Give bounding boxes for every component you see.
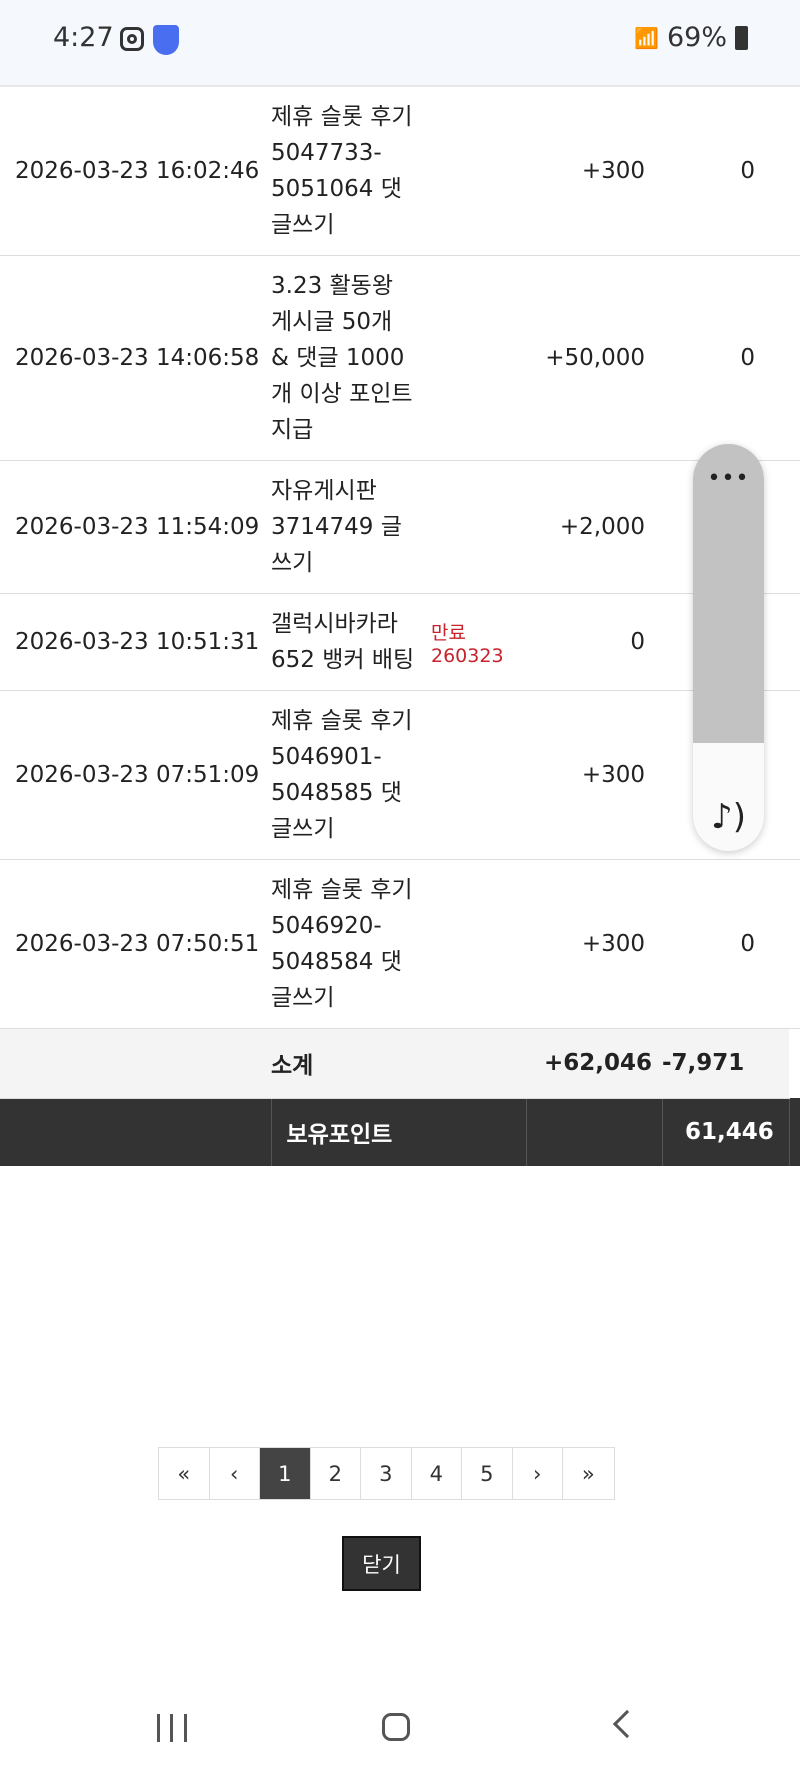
cell-note [416,87,526,256]
cell-date: 2026-03-23 16:02:46 [0,87,271,256]
cell-minus: 0 [655,255,800,461]
cell-minus: 0 [655,87,800,256]
first-page-button[interactable]: « [159,1448,210,1499]
next-page-button[interactable]: › [513,1448,563,1499]
cell-desc: 제휴 슬롯 후기 5047733-5051064 댓글쓰기 [271,87,416,256]
cell-plus: 0 [526,593,655,691]
subtotal-plus: +62,046 [526,1029,662,1099]
prev-page-button[interactable]: ‹ [210,1448,260,1499]
page-1-button[interactable]: 1 [260,1448,311,1499]
cell-plus: +300 [526,859,655,1029]
battery-percent: 69% [666,22,727,53]
wifi-icon: 📶 [634,25,659,50]
cell-date: 2026-03-23 11:54:09 [0,460,271,594]
page-4-button[interactable]: 4 [412,1448,462,1499]
subtotal-row: 소계 +62,046 -7,971 [0,1029,800,1099]
shield-app-icon [153,25,179,55]
subtotal-label: 소계 [271,1029,526,1099]
back-icon[interactable] [612,1709,642,1739]
home-icon[interactable] [382,1713,410,1741]
holding-label: 보유포인트 [271,1098,527,1166]
points-table: 2026-03-23 16:02:46 제휴 슬롯 후기 5047733-5051… [0,87,800,1029]
cell-date: 2026-03-23 07:51:09 [0,690,271,860]
floating-media-panel[interactable]: ••• ♪) [693,444,764,851]
table-row: 2026-03-23 10:51:31 갤럭시바카라 652 뱅커 배팅 만료260… [0,593,800,691]
cell-desc: 3.23 활동왕 게시글 50개 & 댓글 1000개 이상 포인트 지급 [271,255,416,461]
cell-desc: 제휴 슬롯 후기 5046901-5048585 댓글쓰기 [271,690,416,860]
cell-plus: +300 [526,690,655,860]
cell-date: 2026-03-23 14:06:58 [0,255,271,461]
page-3-button[interactable]: 3 [361,1448,412,1499]
cell-date: 2026-03-23 10:51:31 [0,593,271,691]
battery-icon [735,25,748,50]
table-row: 2026-03-23 07:50:51 제휴 슬롯 후기 5046920-5048… [0,859,800,1029]
cell-note [416,690,526,860]
table-row: 2026-03-23 14:06:58 3.23 활동왕 게시글 50개 & 댓글… [0,255,800,461]
cell-plus: +300 [526,87,655,256]
recent-apps-icon[interactable] [157,1714,187,1742]
pagination: « ‹ 1 2 3 4 5 › » [158,1447,615,1500]
music-note-icon[interactable]: ♪) [711,797,746,837]
cell-desc: 자유게시판 3714749 글쓰기 [271,460,416,594]
holding-value: 61,446 [662,1098,790,1166]
status-bar: 4:27 📶 69% [0,0,800,87]
cell-plus: +50,000 [526,255,655,461]
cell-desc: 갤럭시바카라 652 뱅커 배팅 [271,593,416,691]
status-time: 4:27 [53,22,114,53]
cell-note [416,460,526,594]
last-page-button[interactable]: » [581,1461,595,1486]
table-row: 2026-03-23 11:54:09 자유게시판 3714749 글쓰기 +2,0… [0,460,800,594]
subtotal-minus: -7,971 [662,1029,790,1099]
cell-minus: 0 [655,859,800,1029]
cell-plus: +2,000 [526,460,655,594]
close-button[interactable]: 닫기 [342,1536,421,1591]
cell-desc: 제휴 슬롯 후기 5046920-5048584 댓글쓰기 [271,859,416,1029]
instagram-icon [120,27,144,51]
table-row: 2026-03-23 07:51:09 제휴 슬롯 후기 5046901-5048… [0,690,800,860]
cell-note [416,859,526,1029]
cell-date: 2026-03-23 07:50:51 [0,859,271,1029]
nav-bar [0,1700,800,1760]
cell-note: 만료260323 [416,593,526,691]
table-row: 2026-03-23 16:02:46 제휴 슬롯 후기 5047733-5051… [0,87,800,256]
more-icon[interactable]: ••• [707,466,750,491]
page-5-button[interactable]: 5 [462,1448,513,1499]
holding-row: 보유포인트 61,446 [0,1098,800,1166]
page-2-button[interactable]: 2 [311,1448,361,1499]
cell-note [416,255,526,461]
